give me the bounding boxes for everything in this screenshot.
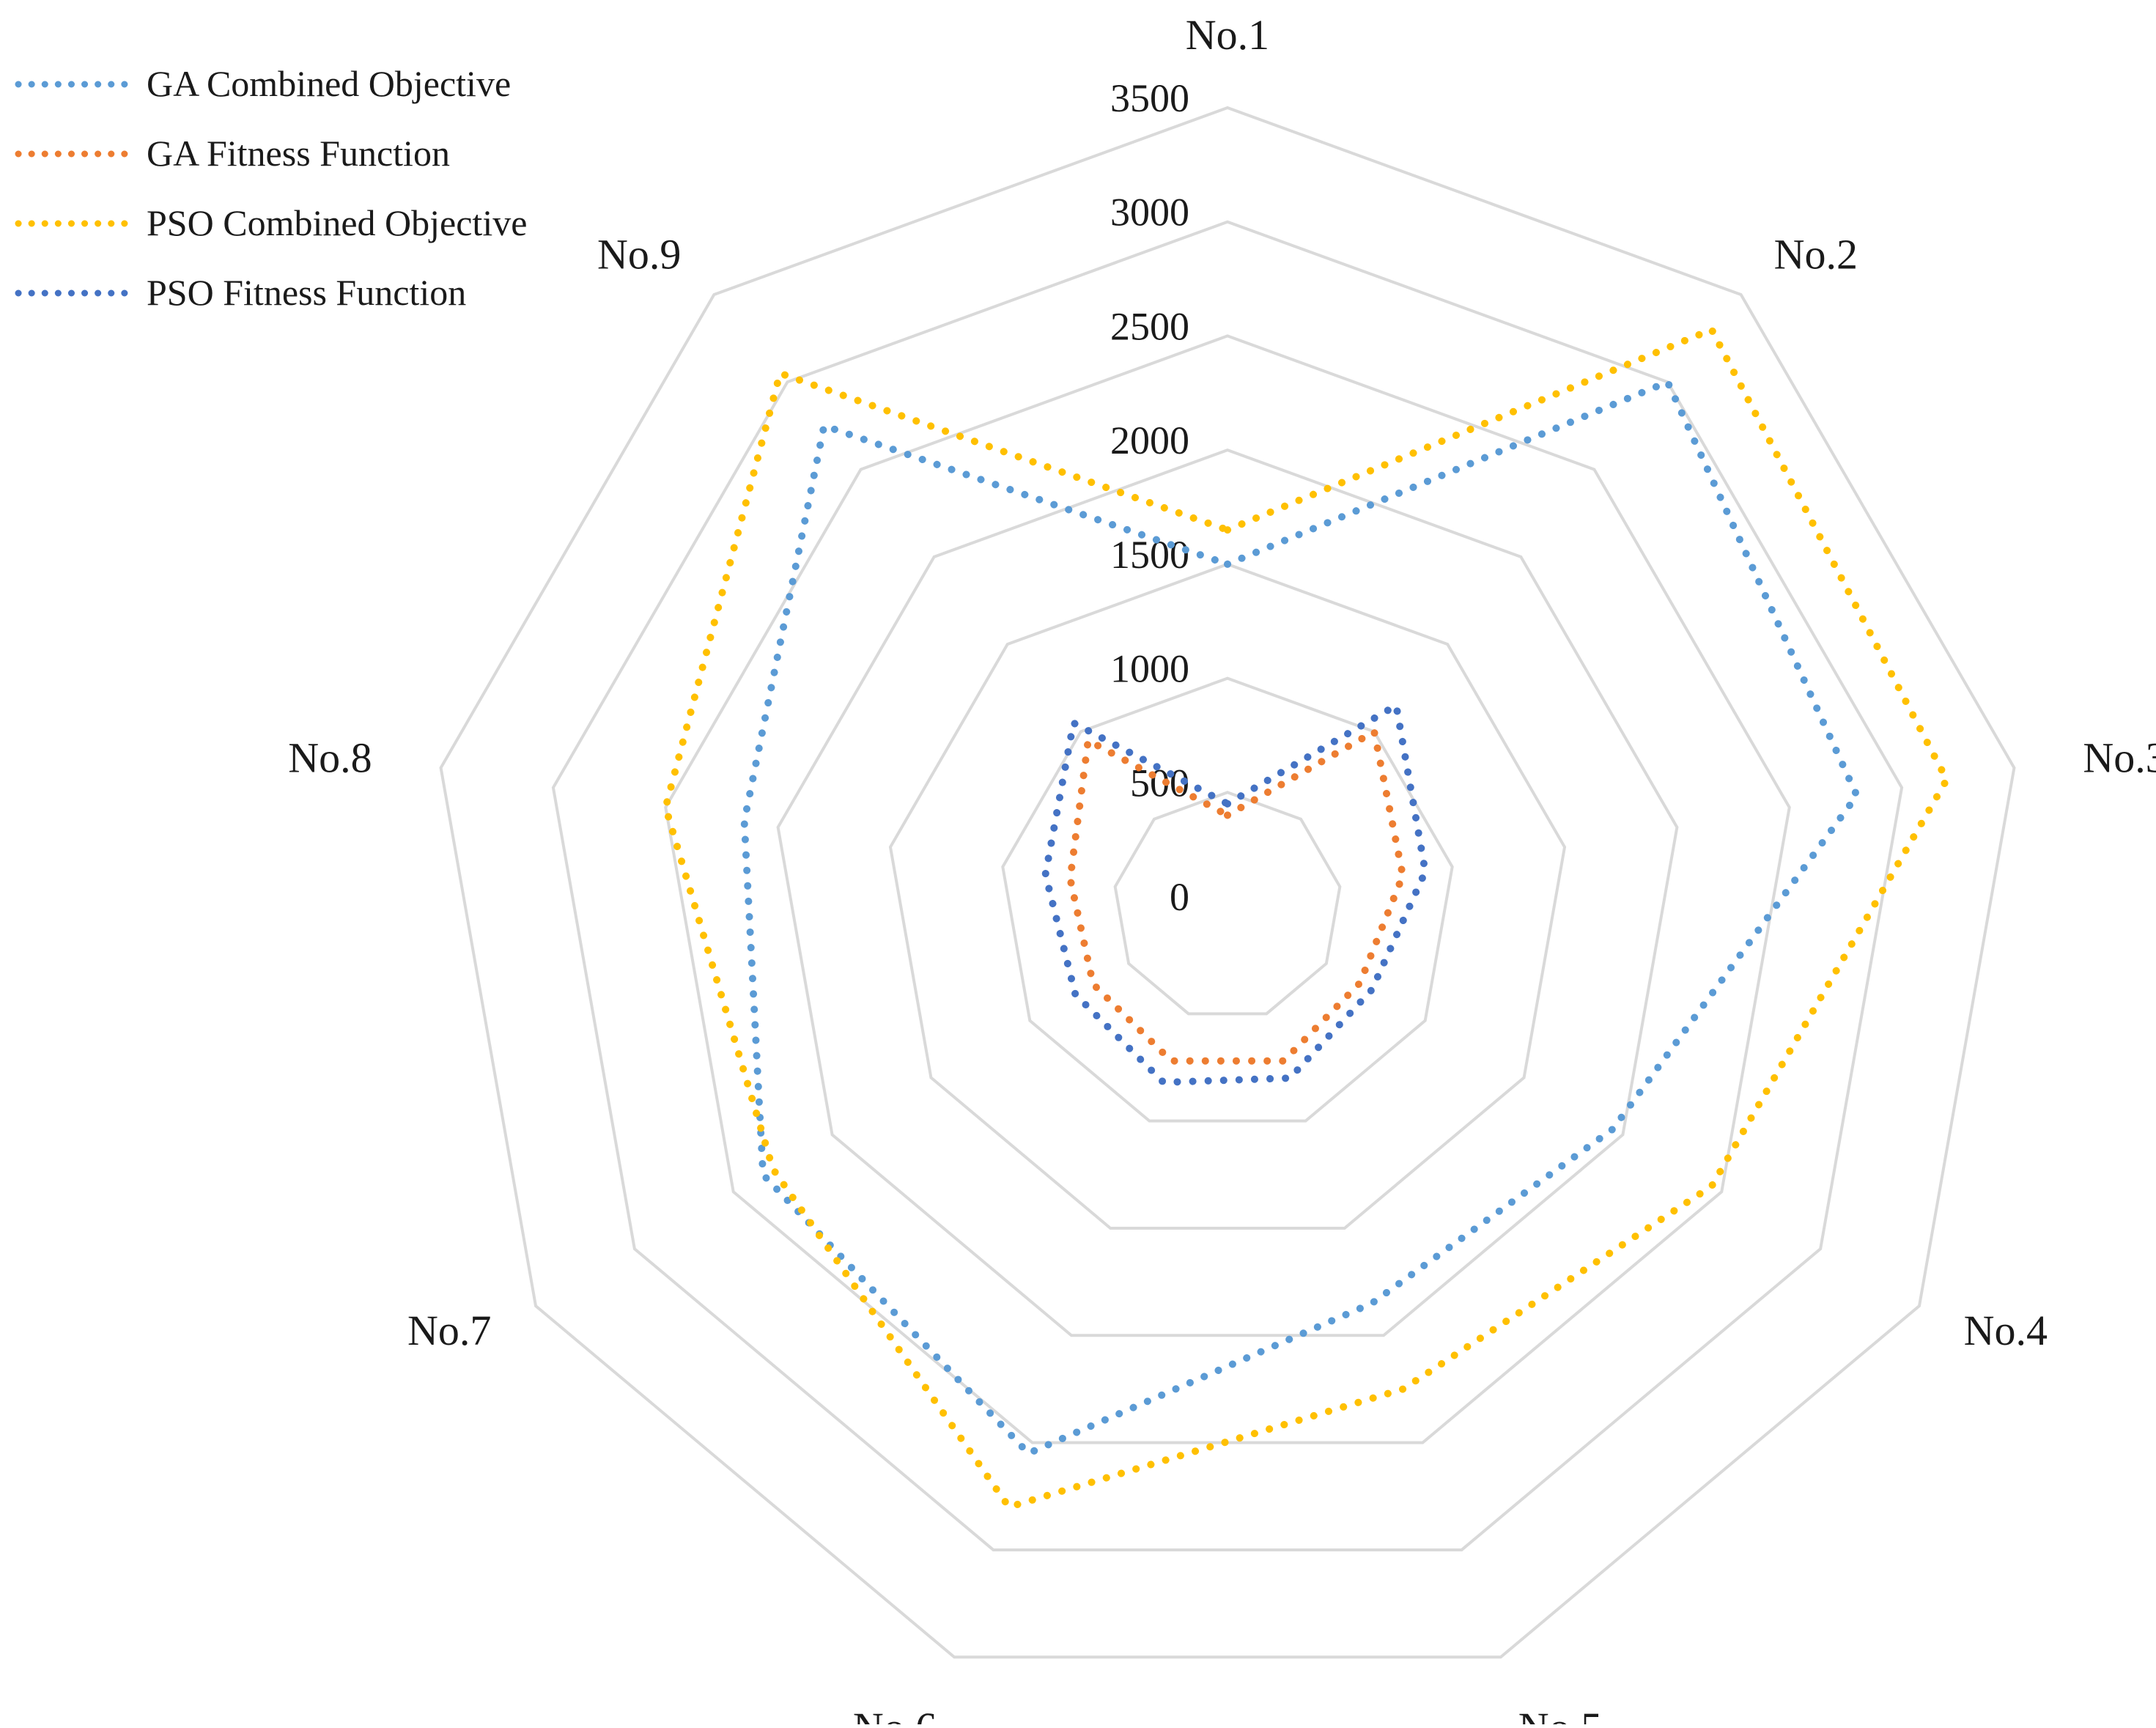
tick-label-0: 0 [1170, 875, 1189, 919]
category-label-no1: No.1 [1186, 11, 1269, 59]
category-label-no2: No.2 [1774, 230, 1858, 278]
category-label-no9: No.9 [597, 230, 681, 278]
grid-ring-1500 [888, 562, 1567, 1230]
grid-ring-3000 [551, 220, 1904, 1551]
category-label-no6: No.6 [853, 1704, 937, 1724]
grid-layer [439, 106, 2016, 1659]
tick-label-3500: 3500 [1110, 76, 1189, 120]
series-line-ga-combined-objective [740, 377, 1861, 1458]
category-label-no7: No.7 [407, 1307, 491, 1354]
series-line-pso-combined-objective [662, 325, 1952, 1512]
tick-label-3000: 3000 [1110, 191, 1189, 235]
grid-ring-1000 [1001, 676, 1454, 1123]
legend-label-pso-fitness-function: PSO Fitness Function [147, 272, 466, 313]
tick-label-2500: 2500 [1110, 304, 1189, 348]
legend-item-pso-combined-objective: PSO Combined Objective [15, 202, 527, 243]
tick-label-1000: 1000 [1110, 647, 1189, 691]
category-label-no8: No.8 [288, 734, 372, 782]
grid-ring-2500 [664, 334, 1791, 1444]
legend-item-ga-combined-objective: GA Combined Objective [15, 63, 511, 104]
tick-label-1500: 1500 [1110, 533, 1189, 577]
category-labels: No.1 No.2 No.3 No.4 No.5 No.6 No.7 No.8 No.9 [288, 11, 2156, 1728]
category-label-no4: No.4 [1964, 1307, 2048, 1354]
grid-ring-2000 [776, 448, 1679, 1337]
legend-label-pso-combined-objective: PSO Combined Objective [147, 202, 527, 243]
grid-ring-500 [1113, 791, 1342, 1016]
series-line-ga-fitness-function [1066, 725, 1407, 1065]
grid-ring-3500 [439, 106, 2016, 1659]
category-label-no3: No.3 [2083, 734, 2156, 782]
legend-label-ga-combined-objective: GA Combined Objective [147, 63, 511, 104]
legend: GA Combined Objective GA Fitness Function… [15, 63, 527, 313]
category-label-no5: No.5 [1518, 1704, 1602, 1724]
series-line-pso-fitness-function [1041, 699, 1430, 1087]
legend-item-pso-fitness-function: PSO Fitness Function [15, 272, 466, 313]
tick-label-2000: 2000 [1110, 418, 1189, 462]
legend-label-ga-fitness-function: GA Fitness Function [147, 133, 450, 174]
series-layer [662, 325, 1952, 1512]
legend-item-ga-fitness-function: GA Fitness Function [15, 133, 450, 174]
